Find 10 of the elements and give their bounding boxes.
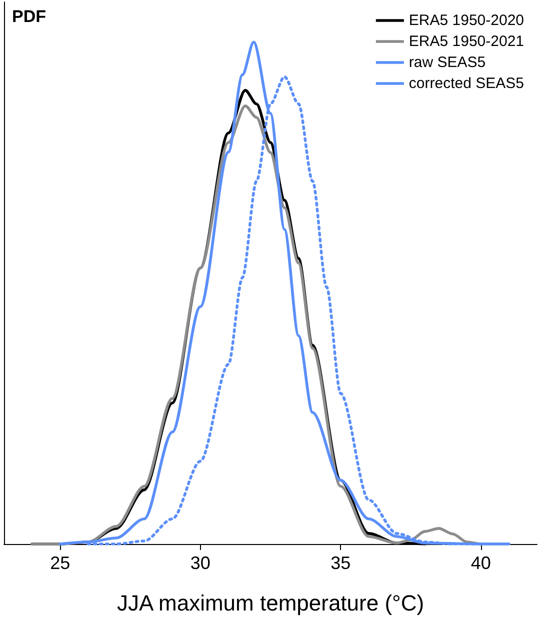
legend-label: ERA5 1950-2021 bbox=[408, 33, 524, 50]
y-axis-title: PDF bbox=[12, 7, 46, 26]
x-tick-label: 30 bbox=[190, 553, 210, 573]
legend-label: ERA5 1950-2020 bbox=[408, 12, 524, 29]
legend-label: corrected SEAS5 bbox=[408, 75, 524, 92]
x-axis-title: JJA maximum temperature (°C) bbox=[116, 590, 424, 616]
x-tick-label: 35 bbox=[330, 553, 351, 573]
legend-label: raw SEAS5 bbox=[408, 54, 486, 71]
x-tick-label: 40 bbox=[470, 553, 491, 573]
x-tick-label: 25 bbox=[50, 553, 70, 573]
